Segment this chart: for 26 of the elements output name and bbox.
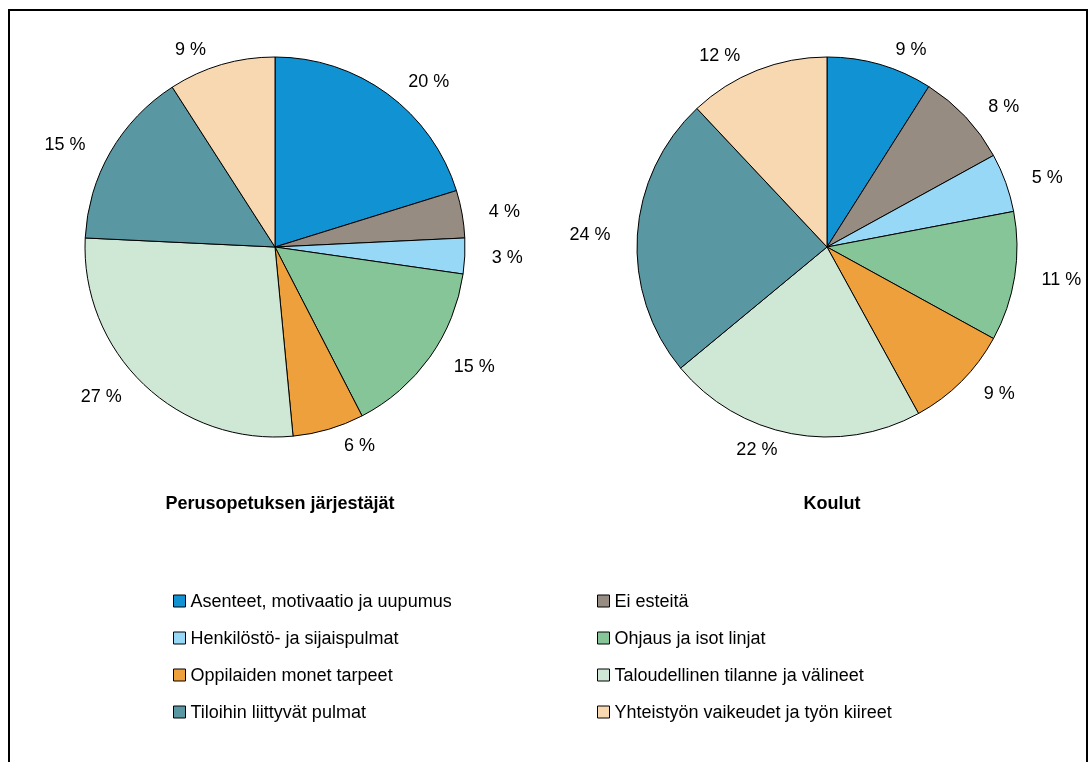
legend-label: Ei esteitä (614, 591, 690, 611)
legend-label: Taloudellinen tilanne ja välineet (614, 665, 864, 685)
data-label: 9 % (895, 39, 927, 60)
data-label: 24 % (569, 224, 611, 245)
legend-label: Yhteistyön vaikeudet ja työn kiireet (614, 702, 892, 722)
legend-label: Tiloihin liittyvät pulmat (190, 702, 366, 722)
legend-label: Oppilaiden monet tarpeet (190, 665, 393, 685)
slice-label: Perusopetuksen järjestäjät (165, 493, 395, 513)
data-label: 15 % (44, 134, 86, 154)
data-label: 9 % (174, 39, 206, 60)
data-label: 3 % (491, 246, 523, 267)
legend-label: Asenteet, motivaatio ja uupumus (190, 591, 452, 611)
data-label: 22 % (736, 439, 778, 460)
legend-label: Henkilöstö- ja sijaispulmat (190, 628, 399, 648)
slice-label: Koulut (803, 493, 861, 513)
data-label: 4 % (488, 201, 520, 222)
data-label: 5 % (1031, 167, 1063, 188)
data-label: 27 % (80, 386, 122, 407)
data-label: 20 % (408, 71, 450, 92)
data-label: 9 % (983, 382, 1015, 403)
data-label: 8 % (988, 95, 1020, 116)
data-label: 12 % (699, 45, 741, 66)
legend-label: Ohjaus ja isot linjat (614, 628, 766, 648)
data-label: 6 % (344, 434, 376, 455)
data-label: 11 % (1041, 269, 1082, 290)
data-label: 15 % (453, 356, 495, 377)
